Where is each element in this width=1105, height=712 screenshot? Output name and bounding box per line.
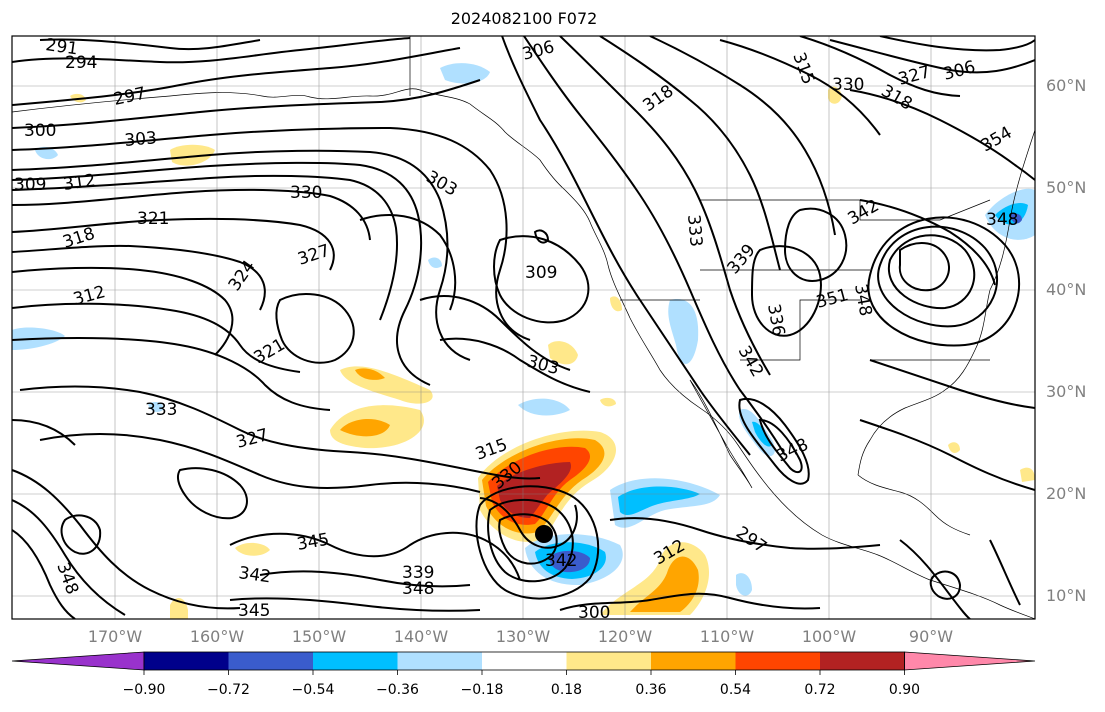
contour-label: 300 — [24, 121, 56, 141]
contour-label: 330 — [290, 183, 322, 203]
lat-label: 40°N — [1046, 280, 1087, 299]
warm-anomaly-south-mid — [630, 556, 699, 612]
lon-label: 150°W — [291, 627, 347, 646]
lat-label: 50°N — [1046, 178, 1087, 197]
contour-label: 303 — [423, 167, 461, 201]
lat-label: 60°N — [1046, 76, 1087, 95]
contour-label: 351 — [814, 285, 851, 313]
contour-label: 348 — [986, 210, 1018, 230]
contour-label: 312 — [71, 282, 108, 310]
lat-label: 20°N — [1046, 484, 1087, 503]
contour-label: 324 — [225, 257, 260, 295]
lon-label: 120°W — [597, 627, 653, 646]
contour-label: 312 — [62, 171, 97, 195]
colorbar-bin — [313, 652, 398, 670]
contour-label: 348 — [52, 560, 82, 597]
colorbar-tick-label: 0.72 — [804, 682, 836, 698]
coastlines — [12, 36, 1035, 619]
contour-label: 339 — [724, 240, 760, 278]
warm-anomaly-core — [497, 462, 571, 518]
colorbar-tick-label: −0.72 — [207, 682, 250, 698]
contour-label: 309 — [14, 175, 46, 195]
colorbar-tick-label: 0.54 — [719, 682, 752, 698]
colorbar-min-extend — [11, 651, 145, 671]
lon-label: 160°W — [189, 627, 245, 646]
colorbar-tick-label: 0.90 — [888, 682, 921, 698]
contour-label: 330 — [832, 75, 864, 95]
lat-label: 10°N — [1046, 586, 1087, 605]
contour-label: 300 — [578, 603, 610, 623]
contour-label: 294 — [65, 53, 97, 73]
contour-label: 333 — [145, 400, 177, 420]
contour-label: 291 — [44, 35, 79, 59]
shaded-field — [12, 63, 1035, 619]
contour-label: 321 — [137, 209, 169, 229]
contour-label: 327 — [896, 62, 933, 90]
contour-label: 342 — [734, 343, 768, 381]
cold-anomaly-east-mid — [618, 486, 700, 515]
contour-label: 327 — [295, 241, 332, 270]
contour-label: 342 — [845, 196, 883, 230]
contour-label: 315 — [788, 50, 818, 87]
contour-label: 333 — [683, 214, 706, 248]
colorbar-tick-label: −0.36 — [376, 682, 419, 698]
colorbar — [11, 651, 1036, 675]
lon-label: 110°W — [699, 627, 755, 646]
colorbar-bin — [566, 652, 651, 670]
colorbar-tick-label: −0.54 — [291, 682, 335, 698]
lon-label: 140°W — [393, 627, 449, 646]
colorbar-max-extend — [904, 651, 1036, 671]
colorbar-bin — [228, 652, 313, 670]
colorbar-bin — [482, 652, 567, 670]
colorbar-bin — [735, 652, 820, 670]
lon-label: 90°W — [908, 627, 954, 646]
colorbar-tick-label: 0.36 — [635, 682, 667, 698]
map-title: 2024082100 F072 — [450, 9, 598, 28]
lon-label: 130°W — [495, 627, 551, 646]
contour-label: 297 — [732, 523, 770, 558]
contour-label: 345 — [238, 601, 270, 621]
contour-label: 336 — [763, 302, 788, 337]
contour-label: 303 — [124, 128, 158, 151]
colorbar-tick-label: 0.18 — [550, 682, 583, 698]
map-frame — [11, 35, 1036, 620]
colorbar-bin — [397, 652, 482, 670]
contour-label: 348 — [850, 282, 875, 317]
colorbar-bin — [144, 652, 229, 670]
contour-label: 342 — [237, 563, 272, 587]
contour-label: 339 — [402, 563, 434, 583]
colorbar-tick-label: −0.18 — [460, 682, 504, 698]
contour-label: 309 — [525, 263, 557, 283]
colorbar-bin — [820, 652, 905, 670]
contour-label: 342 — [545, 551, 577, 571]
colorbar-bin — [651, 652, 736, 670]
contour-label: 306 — [520, 37, 557, 65]
storm-center-marker — [535, 525, 553, 543]
lon-label: 170°W — [87, 627, 143, 646]
contour-label: 297 — [112, 84, 148, 110]
contour-label: 306 — [941, 57, 978, 85]
contour-label: 345 — [295, 530, 330, 555]
lon-label: 100°W — [801, 627, 857, 646]
gridlines — [12, 36, 1035, 619]
contour-label: 348 — [402, 579, 434, 599]
lat-label: 30°N — [1046, 382, 1087, 401]
colorbar-tick-label: −0.90 — [122, 682, 166, 698]
contour-lines — [12, 36, 1035, 619]
